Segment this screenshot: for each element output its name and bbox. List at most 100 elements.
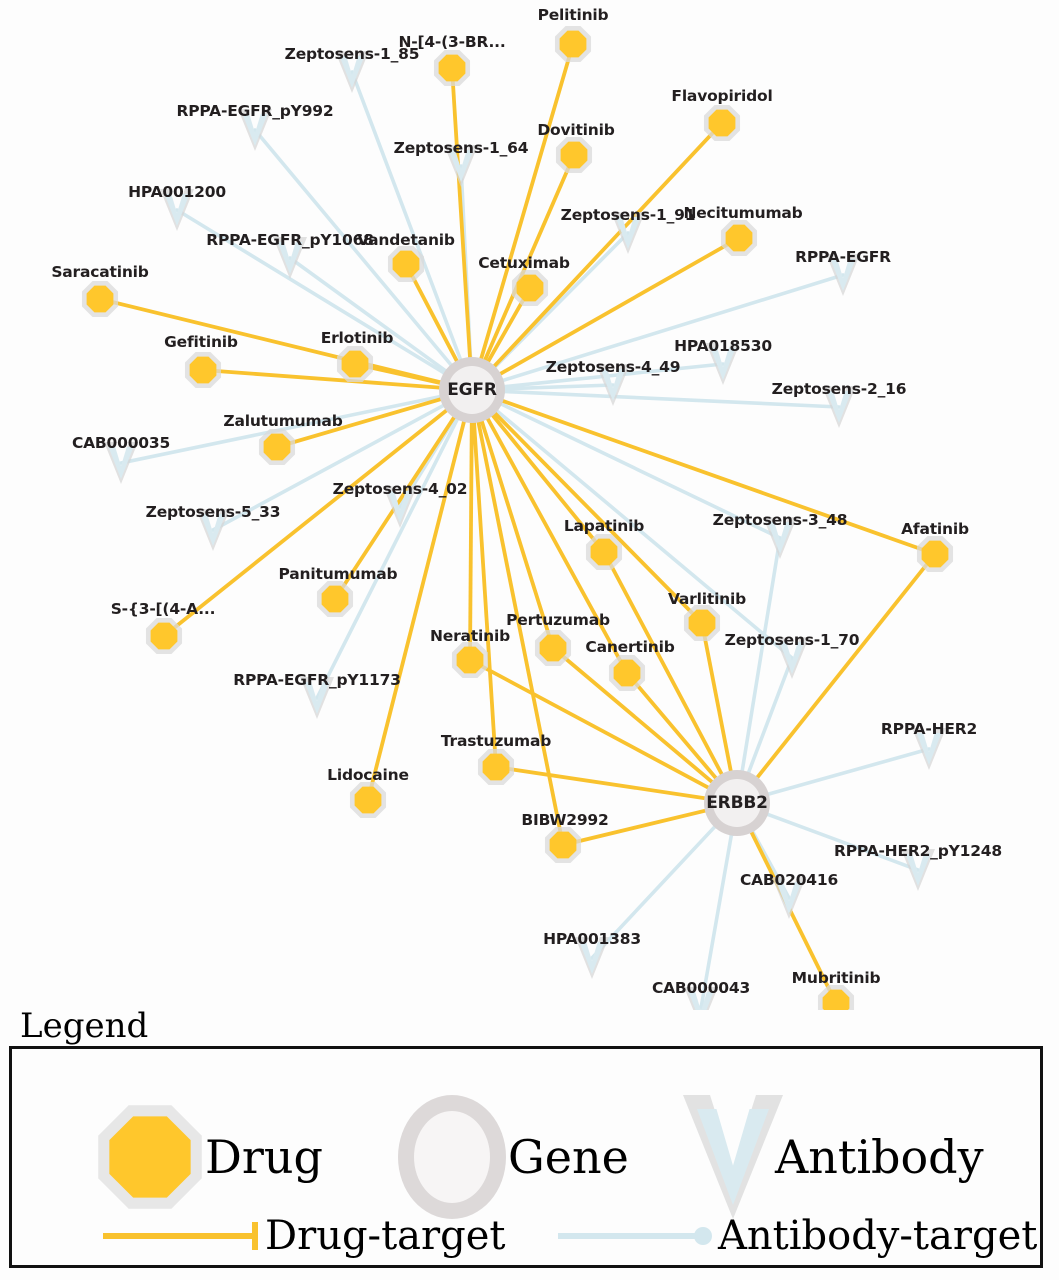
drug-target-edge xyxy=(478,417,555,649)
drug-node[interactable] xyxy=(184,351,222,389)
drug-node[interactable] xyxy=(817,984,855,1010)
antibody-node[interactable] xyxy=(822,386,856,428)
antibody-target-edge xyxy=(499,362,725,389)
drug-node-shape xyxy=(456,646,484,674)
drug-node[interactable] xyxy=(555,136,593,174)
drug-node-shape xyxy=(822,989,850,1010)
antibody-target-edge xyxy=(350,70,464,365)
gene-node-core xyxy=(448,366,496,414)
drug-node[interactable] xyxy=(433,49,471,87)
drug-node[interactable] xyxy=(683,604,721,642)
drug-target-edge xyxy=(162,406,451,638)
drug-node[interactable] xyxy=(585,533,623,571)
drug-node-shape xyxy=(438,54,466,82)
antibody-node[interactable] xyxy=(273,237,307,279)
drug-node[interactable] xyxy=(349,781,387,819)
network-canvas: Pelitinib N-[4-(3-BR... Flavopiridol Doviti… xyxy=(51,6,1002,1010)
antibody-target-edge xyxy=(288,256,451,375)
antibody-node[interactable] xyxy=(706,343,740,385)
drug-target-edge xyxy=(484,414,629,674)
drug-target-edge xyxy=(366,417,467,801)
drug-node[interactable] xyxy=(316,580,354,618)
drug-node[interactable] xyxy=(81,280,119,318)
antibody-node-shape xyxy=(448,150,474,182)
drug-node[interactable] xyxy=(534,629,572,667)
drug-target-edge xyxy=(468,418,474,661)
antibody-node-shape xyxy=(600,369,626,401)
drug-target-edge xyxy=(202,368,444,390)
drug-node[interactable] xyxy=(554,25,592,63)
drug-node-shape xyxy=(725,224,753,252)
drug-node[interactable] xyxy=(720,219,758,257)
drug-node[interactable] xyxy=(544,826,582,864)
antibody-node[interactable] xyxy=(826,254,860,296)
antibody-node[interactable] xyxy=(383,486,417,528)
drug-node-shape xyxy=(189,356,217,384)
drug-target-edge xyxy=(490,121,724,371)
drug-node[interactable] xyxy=(608,654,646,692)
drug-node[interactable] xyxy=(258,428,296,466)
legend-panel: Legend Drug Gene Antibody Drug-target An… xyxy=(0,1000,1059,1280)
antibody-node[interactable] xyxy=(611,212,645,254)
antibody-target-edge xyxy=(739,536,782,777)
antibody-target-edge xyxy=(499,389,841,409)
antibody-node[interactable] xyxy=(901,849,935,891)
legend-title: Legend xyxy=(20,1006,149,1046)
antibody-target-edge xyxy=(253,128,456,370)
drug-target-edge xyxy=(498,397,936,556)
antibody-node-shape xyxy=(905,854,931,886)
drug-target-edge xyxy=(469,658,713,791)
drug-node-shape xyxy=(708,109,736,137)
antibody-node[interactable] xyxy=(335,51,369,93)
antibody-node-shape xyxy=(826,391,852,423)
drug-node-shape xyxy=(263,433,291,461)
antibody-node-shape xyxy=(108,447,134,479)
edge-layer xyxy=(99,43,937,1010)
antibody-node-shape xyxy=(277,242,303,274)
antibody-node[interactable] xyxy=(238,109,272,151)
antibody-node-shape xyxy=(776,882,802,914)
drug-node[interactable] xyxy=(451,641,489,679)
drug-node-shape xyxy=(321,585,349,613)
drug-target-edge xyxy=(551,646,717,786)
antibody-node[interactable] xyxy=(596,364,630,406)
antibody-node[interactable] xyxy=(775,637,809,679)
gene-node[interactable] xyxy=(439,357,505,423)
antibody-node-shape xyxy=(830,259,856,291)
antibody-node[interactable] xyxy=(684,987,718,1010)
antibody-node[interactable] xyxy=(575,937,609,979)
antibody-node[interactable] xyxy=(763,517,797,559)
antibody-node[interactable] xyxy=(104,442,138,484)
antibody-node-shape xyxy=(779,642,805,674)
node-layer xyxy=(81,25,954,1010)
drug-node[interactable] xyxy=(703,104,741,142)
drug-node-shape xyxy=(86,285,114,313)
antibody-target-edge xyxy=(211,401,449,532)
drug-target-edge xyxy=(450,67,473,362)
drug-node-shape xyxy=(341,350,369,378)
drug-node[interactable] xyxy=(477,748,515,786)
drug-node-shape xyxy=(921,540,949,568)
antibody-node[interactable] xyxy=(772,877,806,919)
antibody-node[interactable] xyxy=(444,145,478,187)
drug-node[interactable] xyxy=(387,245,425,283)
drug-target-edge xyxy=(753,552,937,782)
drug-node-shape xyxy=(392,250,420,278)
drug-node[interactable] xyxy=(336,345,374,383)
antibody-node-shape xyxy=(164,194,190,226)
drug-node[interactable] xyxy=(511,269,549,307)
antibody-node[interactable] xyxy=(912,728,946,770)
legend-label-antibody-target: Antibody-target xyxy=(718,1213,1038,1259)
antibody-node[interactable] xyxy=(160,189,194,231)
antibody-target-edge xyxy=(496,400,782,540)
antibody-node-shape xyxy=(304,682,330,714)
antibody-node[interactable] xyxy=(300,677,334,719)
gene-node[interactable] xyxy=(704,770,770,836)
drug-node-shape xyxy=(482,753,510,781)
drug-node[interactable] xyxy=(916,535,954,573)
drug-target-edge xyxy=(276,396,445,449)
drug-node-shape xyxy=(549,831,577,859)
drug-target-edge xyxy=(562,807,710,847)
drug-node[interactable] xyxy=(145,617,183,655)
antibody-node[interactable] xyxy=(196,509,230,551)
